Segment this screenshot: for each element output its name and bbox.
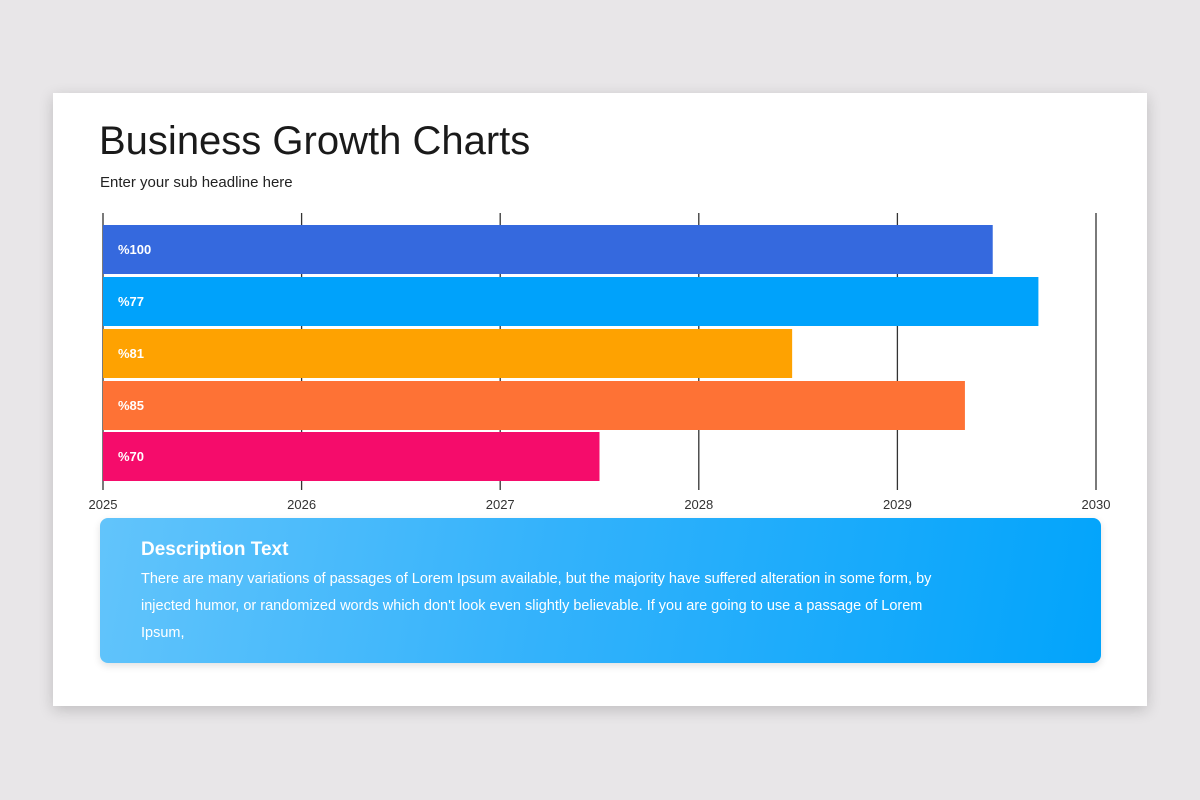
description-body: There are many variations of passages of… [141,571,932,641]
x-tick-label: 2025 [89,497,118,512]
x-tick-label: 2030 [1082,497,1111,512]
bar-label: %85 [118,398,144,413]
x-tick-label: 2027 [486,497,515,512]
bar [103,329,793,378]
slide: Business Growth Charts Enter your sub he… [53,93,1147,706]
description-box: Description Text There are many variatio… [100,518,1101,663]
bar-label: %100 [118,242,151,257]
x-tick-label: 2026 [287,497,316,512]
x-tick-label: 2029 [883,497,912,512]
page-title: Business Growth Charts [99,119,531,163]
bar-label: %70 [118,449,144,464]
bar [103,225,993,274]
bar-chart: 2025 2026 2027 2028 2029 2030 %100 %77 %81 %85 %70 [89,213,1111,512]
bar-label: %81 [118,346,144,361]
bar [103,432,600,481]
subtitle: Enter your sub headline here [100,174,293,191]
bar [103,277,1039,326]
x-tick-label: 2028 [684,497,713,512]
bar-label: %77 [118,294,144,309]
bar [103,381,965,430]
description-heading: Description Text [141,539,289,560]
